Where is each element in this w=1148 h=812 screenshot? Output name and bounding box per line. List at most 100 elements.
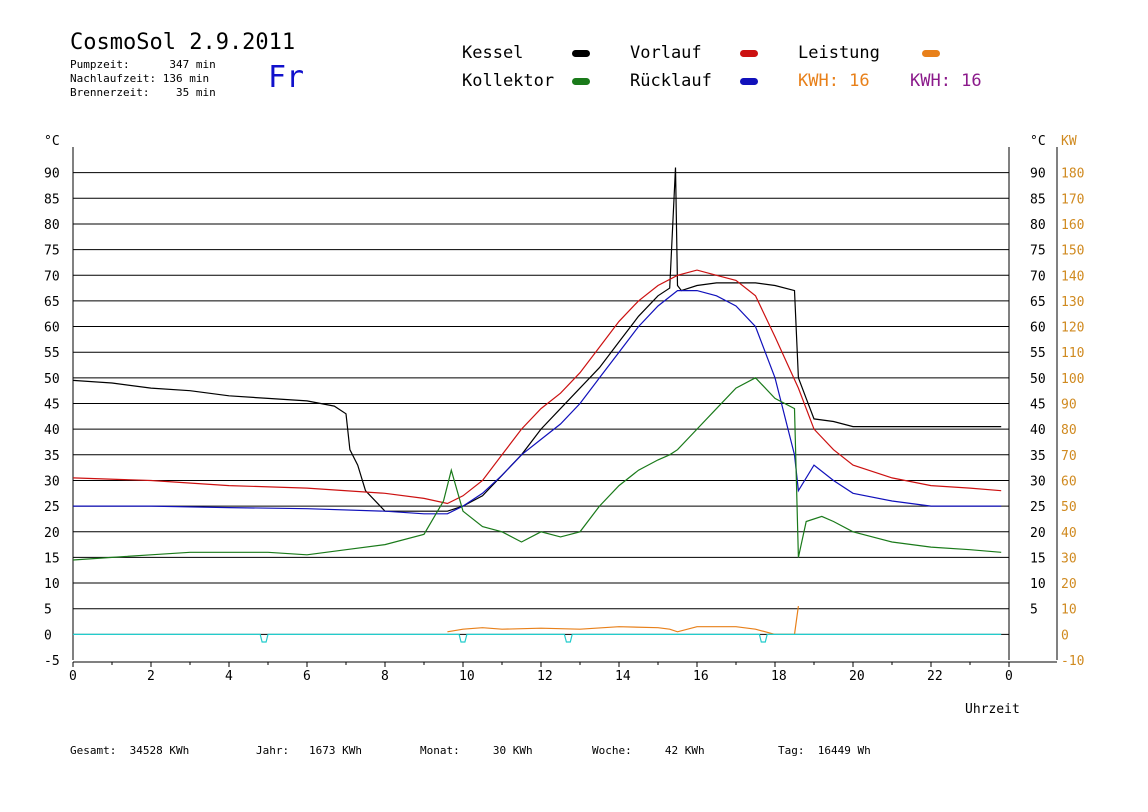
- chart-title: CosmoSol 2.9.2011: [70, 30, 296, 55]
- y-tick-label-right: 30: [1030, 474, 1046, 489]
- x-tick-label: 12: [537, 669, 553, 684]
- legend-ruecklauf-swatch: [740, 78, 758, 85]
- y-tick-label-right: 35: [1030, 449, 1046, 464]
- brennerzeit-label: Brennerzeit: 35 min: [70, 86, 216, 99]
- weekday-label: Fr: [268, 60, 305, 95]
- x-tick-label: 2: [147, 669, 155, 684]
- legend-leistung-label: Leistung: [798, 43, 880, 63]
- footer-tag: Tag: 16449 Wh: [778, 744, 871, 757]
- y-tick-label-right: 25: [1030, 500, 1046, 515]
- y-tick-label-left: 65: [44, 295, 60, 310]
- footer-jahr: Jahr: 1673 KWh: [256, 744, 362, 757]
- x-tick-label: 18: [771, 669, 787, 684]
- kw-tick-label: -10: [1061, 654, 1084, 669]
- legend-kessel-swatch: [572, 50, 590, 57]
- x-tick-label: 10: [459, 669, 475, 684]
- kw-tick-label: 80: [1061, 423, 1077, 438]
- x-tick-label: 4: [225, 669, 233, 684]
- x-tick-label: 22: [927, 669, 943, 684]
- x-axis-label: Uhrzeit: [965, 702, 1020, 717]
- y-tick-label-left: 30: [44, 474, 60, 489]
- legend-kollektor-swatch: [572, 78, 590, 85]
- kw-tick-label: 110: [1061, 346, 1084, 361]
- x-tick-label: 0: [1005, 669, 1013, 684]
- kw-tick-label: 60: [1061, 474, 1077, 489]
- y-tick-label-right: 5: [1030, 603, 1038, 618]
- y-tick-label-left: 40: [44, 423, 60, 438]
- y-tick-label-left: 0: [44, 628, 52, 643]
- y-tick-label-left: 50: [44, 372, 60, 387]
- footer-woche: Woche: 42 KWh: [592, 744, 705, 757]
- x-tick-label: 0: [69, 669, 77, 684]
- series-line-vorlauf: [72, 269, 1002, 505]
- legend-kwh-orange: KWH: 16: [798, 71, 870, 91]
- legend-vorlauf-swatch: [740, 50, 758, 57]
- kw-tick-label: 150: [1061, 244, 1084, 259]
- y-tick-label-right: 70: [1030, 269, 1046, 284]
- y-tick-label-right: 55: [1030, 346, 1046, 361]
- x-tick-label: 16: [693, 669, 709, 684]
- kw-tick-label: 20: [1061, 577, 1077, 592]
- y-tick-label-right: 10: [1030, 577, 1046, 592]
- y-tick-label-left: 70: [44, 269, 60, 284]
- legend-kwh-purple: KWH: 16: [910, 71, 982, 91]
- series-line-kollektor: [72, 377, 1002, 561]
- y-tick-label-right: 50: [1030, 372, 1046, 387]
- y-tick-label-left: 75: [44, 244, 60, 259]
- x-tick-label: 20: [849, 669, 865, 684]
- legend-leistung-swatch: [922, 50, 940, 57]
- legend-kollektor-label: Kollektor: [462, 71, 555, 91]
- y-tick-label-right: 65: [1030, 295, 1046, 310]
- kw-tick-label: 70: [1061, 449, 1077, 464]
- kw-tick-label: 170: [1061, 192, 1084, 207]
- kw-tick-label: 180: [1061, 167, 1084, 182]
- y-tick-label-left: 80: [44, 218, 60, 233]
- kw-tick-label: 0: [1061, 628, 1069, 643]
- y-tick-label-right: 60: [1030, 321, 1046, 336]
- x-tick-label: 8: [381, 669, 389, 684]
- y-tick-label-left: 5: [44, 603, 52, 618]
- y-tick-label-right: 90: [1030, 167, 1046, 182]
- kw-tick-label: 100: [1061, 372, 1084, 387]
- legend-ruecklauf-label: Rücklauf: [630, 71, 712, 91]
- y-tick-label-left: 35: [44, 449, 60, 464]
- series-line-kollektorpumpe: [73, 633, 1002, 643]
- kw-tick-label: 160: [1061, 218, 1084, 233]
- y-axis-unit-right: °C: [1030, 134, 1046, 149]
- y-tick-label-left: 10: [44, 577, 60, 592]
- x-tick-label: 14: [615, 669, 631, 684]
- kw-tick-label: 30: [1061, 551, 1077, 566]
- legend-vorlauf-label: Vorlauf: [630, 43, 702, 63]
- y-tick-label-left: 85: [44, 192, 60, 207]
- y-tick-label-right: 15: [1030, 551, 1046, 566]
- series-line-leistung: [447, 606, 799, 636]
- y-tick-label-right: 80: [1030, 218, 1046, 233]
- series-line-kessel: [72, 167, 1002, 512]
- x-tick-label: 6: [303, 669, 311, 684]
- kw-tick-label: 120: [1061, 321, 1084, 336]
- y-axis-unit-left: °C: [44, 134, 60, 149]
- pumpzeit-label: Pumpzeit: 347 min: [70, 58, 216, 71]
- y-tick-label-left: 25: [44, 500, 60, 515]
- y-tick-label-right: 45: [1030, 398, 1046, 413]
- y-tick-label-left: 55: [44, 346, 60, 361]
- y-tick-label-left: 60: [44, 321, 60, 336]
- kw-tick-label: 140: [1061, 269, 1084, 284]
- footer-monat: Monat: 30 KWh: [420, 744, 533, 757]
- series-line-rcklauf: [73, 290, 1002, 515]
- y-tick-label-right: 40: [1030, 423, 1046, 438]
- y-tick-label-left: 20: [44, 526, 60, 541]
- kw-tick-label: 90: [1061, 398, 1077, 413]
- kw-tick-label: 40: [1061, 526, 1077, 541]
- nachlaufzeit-label: Nachlaufzeit: 136 min: [70, 72, 210, 85]
- y-tick-label-right: 75: [1030, 244, 1046, 259]
- kw-tick-label: 50: [1061, 500, 1077, 515]
- kw-tick-label: 10: [1061, 603, 1077, 618]
- y-tick-label-left: 45: [44, 398, 60, 413]
- legend-kessel-label: Kessel: [462, 43, 524, 63]
- kw-tick-label: 130: [1061, 295, 1084, 310]
- footer-gesamt: Gesamt: 34528 KWh: [70, 744, 190, 757]
- y-tick-label-right: 85: [1030, 192, 1046, 207]
- y-tick-label-left: -5: [44, 654, 60, 669]
